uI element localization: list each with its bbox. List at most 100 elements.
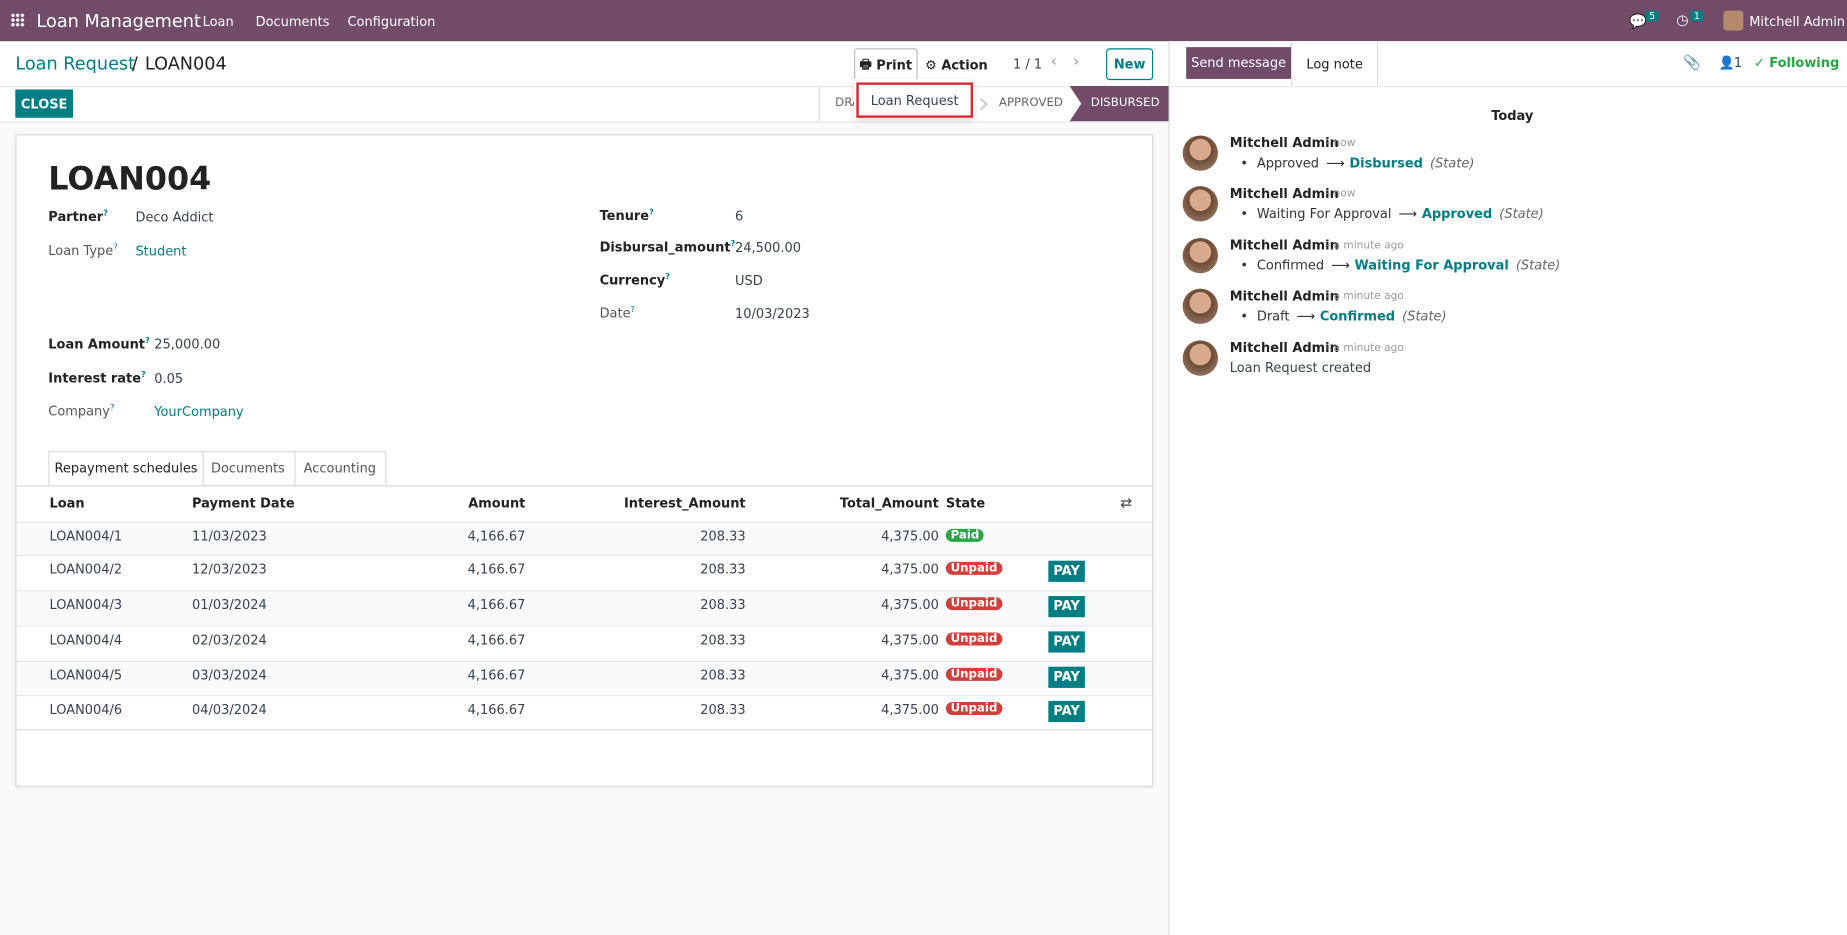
field-value[interactable]: Student [135, 243, 187, 260]
tab[interactable]: Accounting [294, 451, 387, 487]
followers[interactable]: 1 [1733, 55, 1743, 71]
row[interactable] [16, 554, 1153, 590]
stage[interactable]: APPROVED [998, 96, 1063, 110]
pager[interactable]: 1 / 1 [1013, 56, 1043, 72]
menu[interactable]: Configuration [347, 14, 436, 30]
navbar: Loan Management Loan Documents Configura… [0, 0, 1847, 42]
action-button[interactable]: ⚙ Action [921, 48, 992, 82]
following[interactable]: ✓ Following [1753, 55, 1840, 71]
optional-columns[interactable]: ⇄ [1120, 494, 1133, 512]
column-header[interactable]: Loan [49, 495, 85, 512]
close-button[interactable]: CLOSE [15, 89, 74, 118]
next[interactable]: › [1073, 53, 1080, 71]
clock-icon[interactable]: ◷ [1676, 11, 1689, 29]
cell: 208.33 [700, 702, 746, 718]
chat-icon[interactable]: 💬 [1629, 12, 1647, 30]
badge: 5 [1645, 10, 1659, 22]
pay-button[interactable]: PAY [1048, 666, 1085, 688]
arrow: ⟶ [1331, 257, 1350, 274]
state-badge: Unpaid [945, 632, 1003, 646]
avatar[interactable] [1723, 10, 1744, 31]
field-value: 24,500.00 [735, 240, 801, 256]
author: Mitchell Admin [1229, 288, 1339, 304]
cell: 208.33 [700, 528, 746, 545]
author: Mitchell Admin [1229, 237, 1339, 254]
followers-icon[interactable]: 👤 [1718, 55, 1735, 71]
pay-button[interactable]: PAY [1048, 700, 1085, 723]
body: Loan Request created [1229, 360, 1372, 376]
cell: 4,166.67 [467, 597, 526, 613]
help[interactable]: ? [141, 369, 146, 380]
new-value: Approved [1421, 206, 1493, 222]
column-header[interactable]: Amount [468, 495, 526, 512]
author: Mitchell Admin [1229, 135, 1339, 151]
statusbar [0, 86, 1169, 123]
help[interactable]: ? [730, 239, 736, 249]
row[interactable] [16, 694, 1153, 729]
help[interactable]: ? [103, 208, 108, 218]
breadcrumb[interactable]: Loan Request [15, 53, 136, 75]
old-value: Draft [1256, 308, 1290, 324]
cell: 208.33 [700, 597, 746, 613]
menu[interactable]: Loan [202, 14, 234, 30]
log-note[interactable]: Log note [1291, 41, 1379, 86]
column-header[interactable]: Total_Amount [839, 495, 939, 512]
old-value: Waiting For Approval [1256, 206, 1392, 222]
attachment-icon[interactable]: 📎 [1683, 54, 1701, 71]
author: Mitchell Admin [1229, 186, 1339, 202]
time: - now [1326, 188, 1356, 201]
chevron: › [977, 85, 990, 122]
column-header[interactable]: Interest_Amount [623, 495, 746, 512]
cell: LOAN004/5 [49, 667, 123, 684]
menu[interactable]: Documents [255, 14, 330, 30]
help[interactable]: ? [630, 305, 635, 315]
send-message[interactable]: Send message [1186, 47, 1292, 79]
cell: 03/03/2024 [192, 667, 267, 684]
field-value: 10/03/2023 [735, 306, 810, 322]
stages [818, 85, 1170, 122]
dropdown [853, 78, 975, 118]
cell: 4,166.67 [467, 561, 526, 578]
pay-button[interactable]: PAY [1048, 631, 1085, 653]
cell: 4,375.00 [881, 632, 939, 648]
apps-icon[interactable] [10, 12, 25, 28]
new-value: Disbursed [1349, 155, 1423, 171]
form-sheet: LOAN004 Repayment schedules Documents Acco… [15, 134, 1154, 787]
row[interactable] [16, 625, 1153, 660]
user[interactable]: Mitchell Admin [1749, 14, 1846, 30]
change: • Confirmed ⟶ Waiting For Approval (State) [1240, 257, 1561, 274]
day: Today [1491, 108, 1534, 124]
cell: 208.33 [700, 632, 746, 648]
arrow: ⟶ [1326, 155, 1345, 171]
prev[interactable]: ‹ [1050, 53, 1057, 71]
new-button[interactable]: New [1106, 48, 1154, 81]
field-value[interactable]: YourCompany [154, 404, 244, 420]
help[interactable]: ? [109, 402, 115, 413]
help[interactable]: ? [145, 335, 150, 346]
column-header[interactable]: State [945, 495, 986, 512]
tab[interactable]: Documents [201, 451, 296, 487]
cell: 208.33 [700, 667, 746, 684]
pay-button[interactable]: PAY [1048, 560, 1085, 582]
pay-button[interactable]: PAY [1048, 596, 1085, 618]
cell: 04/03/2024 [192, 702, 267, 718]
help[interactable]: ? [113, 242, 118, 253]
help[interactable]: ? [665, 272, 671, 282]
tab[interactable]: Repayment schedules [48, 451, 204, 487]
cell: 208.33 [700, 561, 746, 578]
form-title: LOAN004 [48, 161, 212, 198]
print-button[interactable]: 🖶 Print [853, 48, 918, 82]
cell: 4,375.00 [881, 561, 939, 578]
cell: 02/03/2024 [192, 632, 267, 648]
field-value: 6 [735, 208, 744, 224]
help[interactable]: ? [649, 207, 654, 217]
avatar [1182, 135, 1218, 171]
dropdown-item[interactable]: Loan Request [856, 82, 973, 118]
avatar [1182, 237, 1218, 274]
column-header[interactable]: Payment Date [192, 495, 295, 512]
cell: 4,375.00 [881, 597, 939, 613]
stage[interactable]: DISBURSED [1090, 96, 1160, 110]
app-name[interactable]: Loan Management [36, 10, 201, 32]
new-value: Confirmed [1319, 308, 1396, 324]
state-badge: Unpaid [945, 561, 1003, 575]
